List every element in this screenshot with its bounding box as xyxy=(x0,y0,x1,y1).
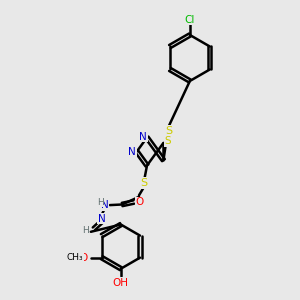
Text: N: N xyxy=(140,132,147,142)
Text: O: O xyxy=(80,253,88,263)
Text: N: N xyxy=(98,214,106,224)
Text: OH: OH xyxy=(113,278,129,287)
Text: N: N xyxy=(101,200,109,210)
Text: S: S xyxy=(164,136,171,146)
Text: H: H xyxy=(82,226,89,235)
Text: CH₃: CH₃ xyxy=(67,253,83,262)
Text: O: O xyxy=(136,197,144,207)
Text: S: S xyxy=(165,126,172,136)
Text: N: N xyxy=(128,146,136,157)
Text: Cl: Cl xyxy=(185,15,195,25)
Text: H: H xyxy=(97,197,104,206)
Text: S: S xyxy=(140,178,147,188)
